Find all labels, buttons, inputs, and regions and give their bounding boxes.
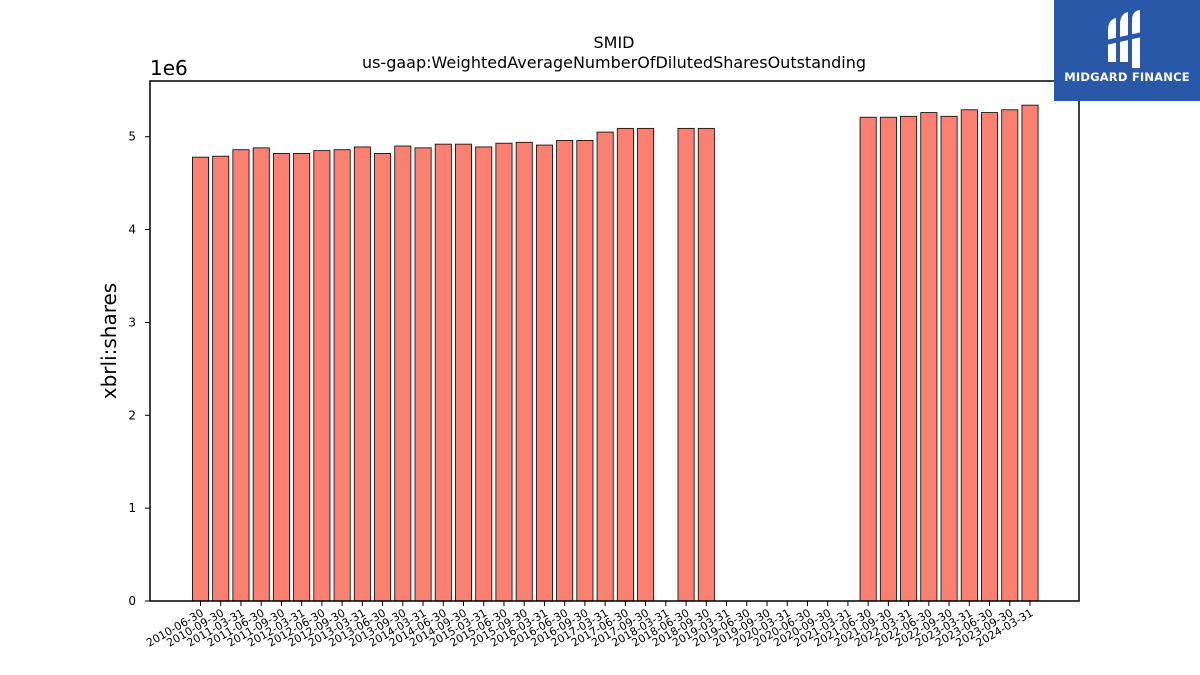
- bar-2013-03-31: [353, 146, 371, 602]
- bar-2010-06-30: [192, 156, 210, 602]
- y-tick-label: 4: [128, 223, 136, 237]
- chart-subtitle: us-gaap:WeightedAverageNumberOfDilutedSh…: [362, 53, 866, 72]
- y-tick-label: 2: [128, 408, 136, 422]
- bar-2014-03-31: [414, 147, 432, 602]
- bar-2014-06-30: [434, 143, 452, 602]
- bar-2023-03-31: [960, 109, 978, 602]
- bar-2016-09-30: [576, 140, 594, 602]
- bar-2017-09-30: [637, 127, 655, 602]
- y-tick-label: 1: [128, 501, 136, 515]
- bar-2015-09-30: [515, 141, 533, 602]
- y-axis-label: xbrli:shares: [97, 283, 121, 399]
- bar-2022-03-31: [900, 115, 918, 602]
- bar-2015-06-30: [495, 142, 513, 602]
- y-tick-label: 3: [128, 315, 136, 329]
- bar-2024-03-31: [1021, 104, 1039, 602]
- y-axis-ticks: 0 1 2 3 4 5: [128, 130, 150, 608]
- bar-2023-06-30: [981, 112, 999, 602]
- bar-2017-03-31: [596, 131, 614, 602]
- bar-2015-03-31: [475, 146, 493, 602]
- bar-2022-06-30: [920, 112, 938, 602]
- bar-2022-09-30: [940, 115, 958, 602]
- bar-2011-06-30: [252, 147, 270, 602]
- bar-2018-06-30: [677, 127, 695, 602]
- bar-2016-06-30: [556, 140, 574, 602]
- bar-2012-09-30: [333, 149, 351, 602]
- logo-text: MIDGARD FINANCE: [1064, 70, 1190, 84]
- y-axis-offset-label: 1e6: [150, 56, 188, 80]
- bar-2021-06-30: [859, 116, 877, 602]
- bar-2021-09-30: [879, 116, 897, 602]
- midgard-logo-icon: [1106, 10, 1142, 68]
- plot-area-frame: [149, 80, 1080, 602]
- x-axis-ticks: 2010-06-302010-09-302011-03-312011-06-30…: [144, 601, 1036, 650]
- bar-2010-09-30: [212, 155, 230, 602]
- bar-2018-09-30: [697, 127, 715, 602]
- bar-2017-06-30: [616, 127, 634, 602]
- chart-title: SMID: [594, 33, 635, 52]
- y-tick-label: 0: [128, 594, 136, 608]
- y-tick-label: 5: [128, 130, 136, 144]
- bar-2011-09-30: [272, 153, 290, 602]
- brand-logo: MIDGARD FINANCE: [1054, 0, 1200, 101]
- bars-group: [192, 104, 1039, 602]
- bar-2023-09-30: [1001, 109, 1019, 602]
- bar-2011-03-31: [232, 149, 250, 602]
- bar-2012-06-30: [313, 150, 331, 602]
- bar-2013-06-30: [374, 153, 392, 602]
- bar-2012-03-31: [293, 153, 311, 602]
- bar-2013-09-30: [394, 145, 412, 602]
- bar-2016-03-31: [535, 144, 553, 602]
- bar-2014-09-30: [455, 143, 473, 602]
